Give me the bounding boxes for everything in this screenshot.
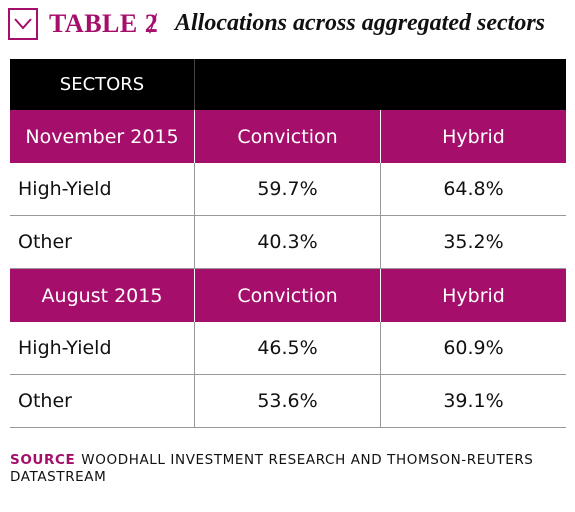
header-blank-cell: [194, 59, 380, 110]
section-header-row: November 2015 Conviction Hybrid: [10, 110, 566, 163]
conviction-value: 40.3%: [194, 216, 380, 268]
section-header-row: August 2015 Conviction Hybrid: [10, 269, 566, 322]
table-title-bar: TABLE 2 / Allocations across aggregated …: [8, 7, 568, 42]
hybrid-value: 35.2%: [380, 216, 566, 268]
sectors-header: SECTORS: [59, 74, 145, 95]
source-note: SOURCE WOODHALL INVESTMENT RESEARCH AND T…: [10, 452, 566, 486]
conviction-value: 46.5%: [194, 322, 380, 374]
table-header-row: SECTORS: [10, 59, 566, 110]
period-label: August 2015: [41, 284, 163, 307]
header-blank-cell: [380, 59, 566, 110]
conviction-value: 59.7%: [194, 163, 380, 215]
sector-name: High-Yield: [18, 178, 112, 200]
title-separator: /: [149, 7, 158, 40]
sector-name: Other: [18, 231, 72, 253]
table-row: High-Yield 46.5% 60.9%: [10, 322, 566, 375]
sector-name: Other: [18, 390, 72, 412]
table-row: Other 53.6% 39.1%: [10, 375, 566, 428]
source-text: WOODHALL INVESTMENT RESEARCH AND THOMSON…: [10, 452, 534, 485]
hybrid-value: 64.8%: [380, 163, 566, 215]
column-hybrid: Hybrid: [380, 269, 566, 322]
hybrid-value: 60.9%: [380, 322, 566, 374]
table-row: Other 40.3% 35.2%: [10, 216, 566, 269]
column-conviction: Conviction: [194, 269, 380, 322]
table-row: High-Yield 59.7% 64.8%: [10, 163, 566, 216]
period-label: November 2015: [25, 125, 179, 148]
table-title: Allocations across aggregated sectors: [175, 10, 545, 36]
sector-name: High-Yield: [18, 337, 112, 359]
conviction-value: 53.6%: [194, 375, 380, 427]
chevron-down-icon: [8, 8, 38, 40]
source-label: SOURCE: [10, 452, 76, 468]
hybrid-value: 39.1%: [380, 375, 566, 427]
allocations-table: SECTORS November 2015 Conviction Hybrid …: [10, 59, 566, 428]
column-conviction: Conviction: [194, 110, 380, 163]
table-number: TABLE 2: [49, 9, 159, 38]
column-hybrid: Hybrid: [380, 110, 566, 163]
